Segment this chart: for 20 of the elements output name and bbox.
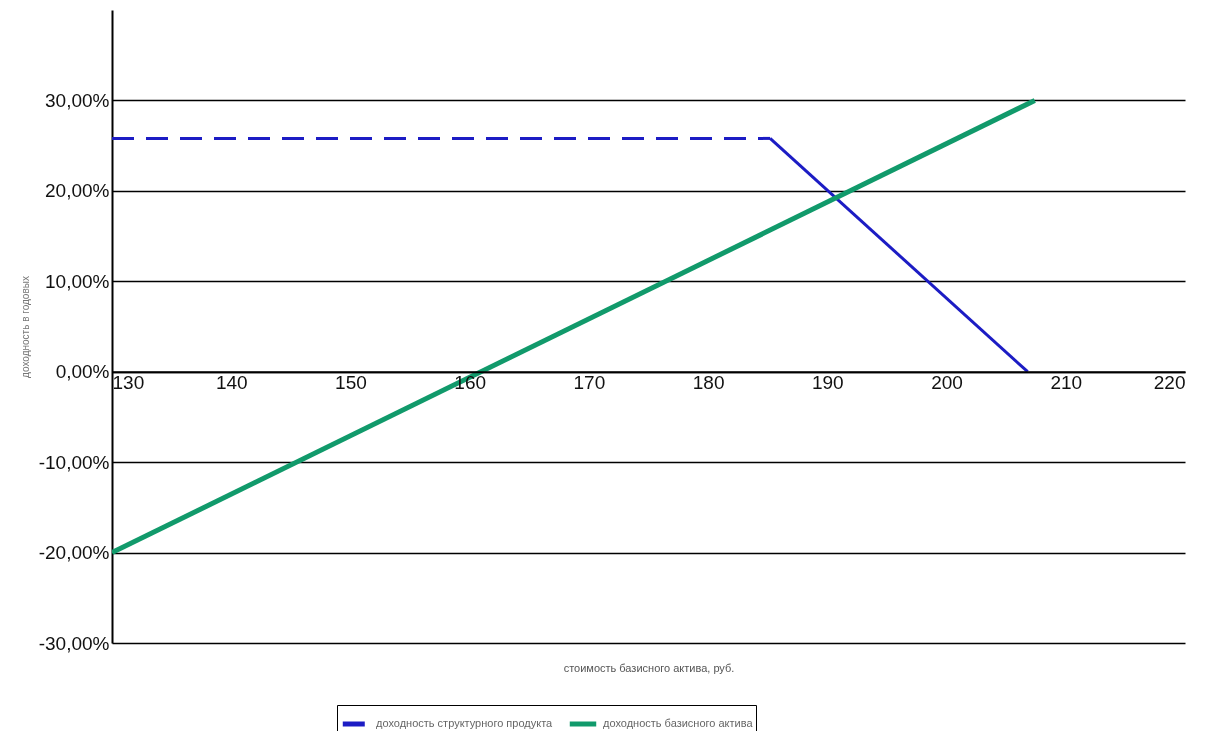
legend-label: доходность структурного продукта — [376, 717, 554, 729]
x-tick-label: 130 — [112, 372, 145, 394]
x-tick-label: 180 — [692, 372, 725, 394]
x-tick-label: 200 — [931, 372, 963, 394]
y-tick-label: 0,00% — [55, 361, 110, 383]
y-tick-label: 20,00% — [45, 180, 110, 202]
y-tick-label: 30,00% — [45, 89, 110, 111]
legend-label: доходность базисного актива — [603, 717, 754, 729]
y-tick-label: -20,00% — [38, 542, 110, 564]
y-tick-label: -10,00% — [38, 451, 110, 473]
x-tick-label: 220 — [1153, 372, 1186, 394]
x-tick-label: 210 — [1050, 372, 1083, 394]
x-axis-title: стоимость базисного актива, руб. — [563, 662, 735, 675]
x-tick-label: 140 — [215, 372, 248, 394]
y-axis-title: доходность в годовых — [19, 276, 31, 378]
x-tick-label: 170 — [573, 372, 606, 394]
y-tick-label: 10,00% — [45, 270, 110, 292]
y-tick-label: -30,00% — [38, 632, 110, 654]
x-tick-label: 150 — [335, 372, 367, 394]
x-tick-label: 190 — [811, 372, 844, 394]
